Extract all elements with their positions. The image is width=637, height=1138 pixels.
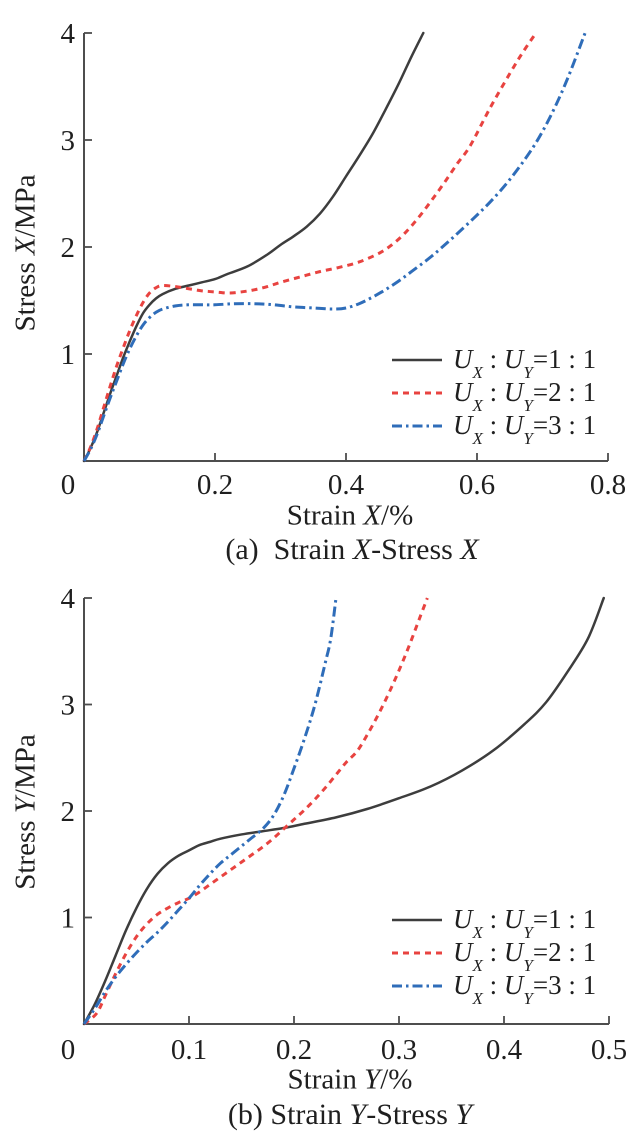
chart-a-plot-canvas: 0 0.2 0.4 0.6 0.8 1 2 3 4 (61, 18, 627, 501)
svg-text:1: 1 (61, 903, 76, 935)
svg-text:0.2: 0.2 (276, 1034, 312, 1066)
x-label-unit: /% (381, 499, 414, 532)
legend-label: UX : UY=3 : 1 (453, 410, 597, 449)
x-label-text: Strain (287, 1063, 365, 1096)
legend-line-solid (392, 916, 442, 924)
legend-line-dash-dot (392, 982, 442, 990)
svg-text:3: 3 (61, 125, 76, 157)
svg-text:0.5: 0.5 (591, 1034, 627, 1066)
legend-line-dash-dot (392, 422, 442, 430)
chart-b-legend: UX : UY=1 : 1 UX : UY=2 : 1 UX : UY=3 : … (392, 903, 597, 1009)
svg-text:2: 2 (61, 232, 76, 264)
y-label-text: Stress (9, 813, 42, 890)
chart-b-y-axis-label: Stress Y/MPa (10, 734, 43, 890)
x-label-var: Y (364, 1063, 381, 1096)
chart-b: 0 0.1 0.2 0.3 0.4 0.5 1 2 3 4 Stress Y/MPa Strain… (0, 569, 637, 1138)
svg-text:0.8: 0.8 (590, 469, 626, 501)
y-label-var: X (9, 237, 42, 256)
x-label-var: X (363, 499, 382, 532)
legend-line-dashed (392, 389, 442, 397)
legend-item: UX : UY=1 : 1 (392, 903, 597, 943)
caption-var2: Y (455, 1098, 473, 1131)
chart-a: 0 0.2 0.4 0.6 0.8 1 2 3 4 Stress X/MPa Strain X/… (10, 18, 627, 567)
caption-var1: Y (349, 1098, 367, 1131)
caption-prefix: (a) Strain (225, 533, 353, 566)
svg-text:0.2: 0.2 (197, 469, 233, 501)
svg-text:2: 2 (61, 796, 76, 828)
y-label-unit: /MPa (9, 174, 42, 238)
legend-item: UX : UY=1 : 1 (392, 343, 597, 383)
legend-label: UX : UY=1 : 1 (453, 344, 597, 383)
svg-text:0.1: 0.1 (171, 1034, 207, 1066)
caption-mid: -Stress (371, 533, 461, 566)
chart-b-caption: (b) Strain Y-Stress Y (228, 1098, 472, 1132)
legend-item: UX : UY=2 : 1 (392, 376, 597, 416)
svg-text:4: 4 (61, 583, 76, 615)
chart-a-legend: UX : UY=1 : 1 UX : UY=2 : 1 UX : UY=3 : … (392, 343, 597, 449)
chart-b-plot-canvas: 0 0.1 0.2 0.3 0.4 0.5 1 2 3 4 (61, 583, 628, 1066)
svg-text:0.6: 0.6 (459, 469, 495, 501)
legend-label: UX : UY=3 : 1 (453, 970, 597, 1009)
y-label-var: Y (9, 797, 42, 814)
x-label-text: Strain (286, 499, 364, 532)
legend-label: UX : UY=1 : 1 (453, 904, 597, 943)
svg-text:4: 4 (61, 18, 76, 50)
legend-line-solid (392, 356, 442, 364)
legend-label: UX : UY=2 : 1 (453, 937, 597, 976)
svg-text:0.4: 0.4 (486, 1034, 523, 1066)
chart-b-x-axis-label: Strain Y/% (288, 1064, 413, 1097)
chart-a-x-axis-label: Strain X/% (287, 500, 413, 533)
svg-text:1: 1 (61, 339, 76, 371)
caption-var2: X (460, 533, 479, 566)
x-label-unit: /% (380, 1063, 413, 1096)
svg-text:0: 0 (61, 469, 76, 501)
caption-prefix: (b) Strain (227, 1098, 350, 1131)
chart-a-y-axis-label: Stress X/MPa (10, 174, 43, 331)
svg-text:0.4: 0.4 (328, 469, 365, 501)
caption-var1: X (352, 533, 372, 566)
svg-text:0.3: 0.3 (381, 1034, 417, 1066)
chart-a-caption: (a) Strain X-Stress X (225, 533, 478, 567)
legend-label: UX : UY=2 : 1 (453, 377, 597, 416)
legend-item: UX : UY=3 : 1 (392, 969, 597, 1009)
svg-text:3: 3 (61, 690, 76, 722)
caption-mid: -Stress (366, 1098, 456, 1131)
legend-line-dashed (392, 949, 442, 957)
svg-text:0: 0 (61, 1034, 76, 1066)
y-label-unit: /MPa (9, 734, 42, 798)
legend-item: UX : UY=2 : 1 (392, 936, 597, 976)
y-label-text: Stress (9, 255, 42, 332)
legend-item: UX : UY=3 : 1 (392, 409, 597, 449)
